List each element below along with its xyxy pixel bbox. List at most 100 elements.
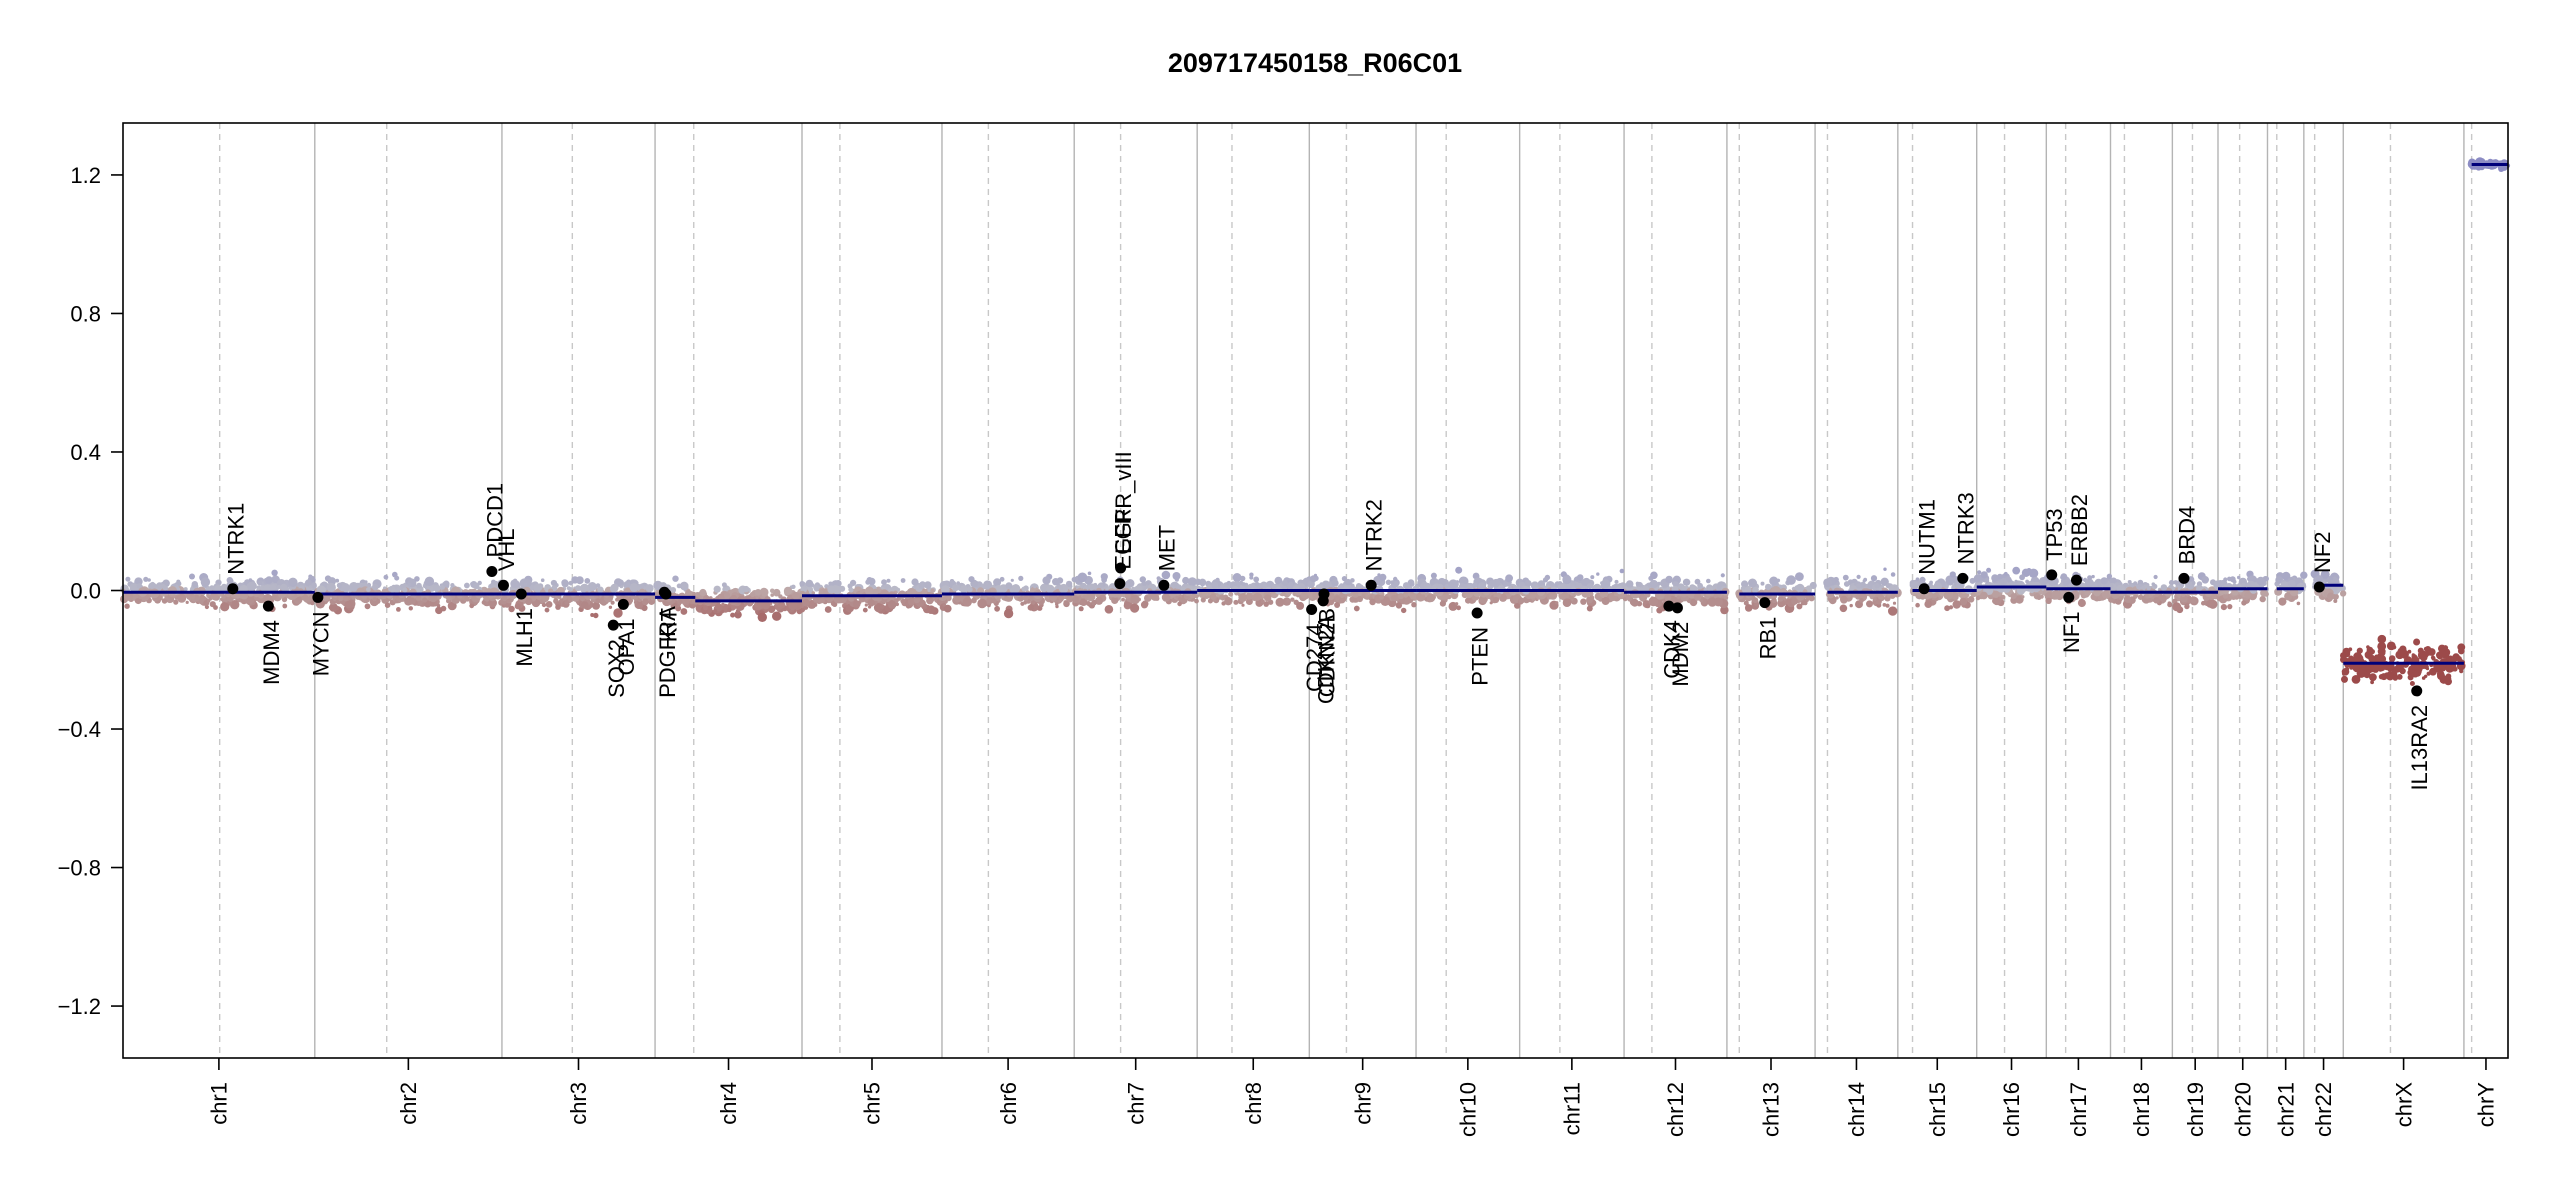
probe-point — [1401, 607, 1407, 614]
probe-point — [329, 603, 338, 612]
probe-point — [1352, 591, 1359, 598]
gene-point — [1671, 602, 1683, 614]
probe-point — [1929, 580, 1933, 585]
probe-point — [1017, 595, 1024, 602]
probe-point — [1979, 580, 1983, 584]
probe-point — [1397, 593, 1404, 600]
probe-point — [1874, 582, 1880, 589]
probe-point — [2341, 675, 2348, 683]
probe-point — [1121, 597, 1125, 602]
probe-point — [304, 579, 312, 587]
probe-point — [2436, 670, 2445, 678]
probe-point — [2366, 645, 2370, 649]
probe-point — [913, 596, 921, 604]
probe-point — [301, 594, 309, 601]
probe-point — [1411, 602, 1417, 608]
probe-point — [594, 594, 598, 599]
probe-point — [2010, 593, 2017, 600]
probe-point — [1249, 575, 1254, 580]
probe-point — [1623, 593, 1627, 597]
probe-point — [1334, 602, 1341, 608]
y-tick-label: −0.8 — [58, 856, 101, 881]
probe-point — [1635, 581, 1640, 586]
probe-point — [1471, 582, 1478, 589]
probe-point — [2459, 669, 2464, 674]
probe-point — [1086, 601, 1091, 606]
probe-point — [1437, 583, 1444, 591]
chromosome-label: chr20 — [2230, 1082, 2255, 1137]
probe-point — [2328, 575, 2334, 581]
gene-point — [1306, 604, 1318, 616]
probe-point — [681, 583, 689, 591]
probe-point — [613, 608, 623, 618]
gene-point — [2070, 574, 2082, 586]
probe-point — [336, 582, 343, 589]
probe-point — [1309, 581, 1314, 587]
probe-point — [868, 577, 876, 586]
probe-point — [2077, 599, 2086, 608]
probe-point — [2171, 586, 2176, 590]
probe-point — [1720, 605, 1729, 615]
chromosome-label: chr1 — [207, 1082, 232, 1125]
probe-point — [615, 597, 619, 602]
probe-point — [2351, 675, 2361, 684]
probe-point — [488, 598, 497, 608]
probe-point — [982, 594, 988, 600]
probe-point — [770, 588, 775, 594]
probe-point — [813, 584, 820, 591]
probe-point — [1078, 606, 1084, 612]
probe-point — [1796, 603, 1803, 610]
probe-point — [1361, 594, 1366, 599]
probe-point — [968, 576, 975, 583]
probe-point — [824, 606, 832, 613]
probe-point — [1892, 601, 1897, 605]
probe-point — [1542, 577, 1549, 583]
probe-point — [2133, 581, 2138, 586]
probe-point — [2160, 584, 2168, 591]
probe-point — [1840, 595, 1848, 604]
probe-point — [1066, 595, 1074, 603]
probe-point — [730, 612, 736, 618]
probe-point — [514, 603, 521, 610]
probe-point — [1752, 586, 1759, 594]
probe-point — [2140, 585, 2145, 591]
probe-point — [1967, 596, 1975, 603]
probe-point — [993, 578, 1002, 587]
probe-point — [630, 594, 636, 600]
probe-point — [2201, 600, 2206, 606]
probe-point — [1100, 573, 1108, 581]
probe-point — [1055, 602, 1059, 606]
chromosome-label: chr15 — [1925, 1082, 1950, 1137]
probe-point — [971, 597, 977, 604]
probe-point — [1264, 594, 1272, 602]
probe-point — [1952, 600, 1961, 609]
probe-point — [2060, 573, 2068, 580]
probe-point — [888, 600, 897, 609]
probe-point — [597, 586, 604, 593]
probe-point — [1580, 598, 1587, 605]
probe-point — [183, 587, 188, 592]
probe-point — [1888, 606, 1898, 616]
probe-point — [310, 582, 317, 589]
probe-point — [1992, 590, 2000, 598]
probe-point — [124, 603, 130, 609]
probe-point — [1508, 582, 1512, 587]
probe-point — [610, 600, 615, 605]
probe-point — [911, 578, 919, 586]
probe-point — [341, 583, 350, 592]
gene-point — [1115, 562, 1127, 574]
probe-point — [433, 584, 441, 592]
probe-point — [246, 581, 256, 592]
probe-point — [1777, 596, 1784, 602]
probe-point — [173, 583, 177, 587]
probe-point — [349, 582, 359, 592]
probe-point — [2021, 595, 2025, 599]
probe-point — [282, 603, 288, 609]
probe-point — [1123, 601, 1132, 610]
probe-point — [778, 594, 783, 599]
probe-point — [1395, 602, 1403, 609]
probe-point — [1379, 594, 1385, 600]
probe-point — [415, 595, 422, 601]
probe-point — [1021, 586, 1027, 592]
